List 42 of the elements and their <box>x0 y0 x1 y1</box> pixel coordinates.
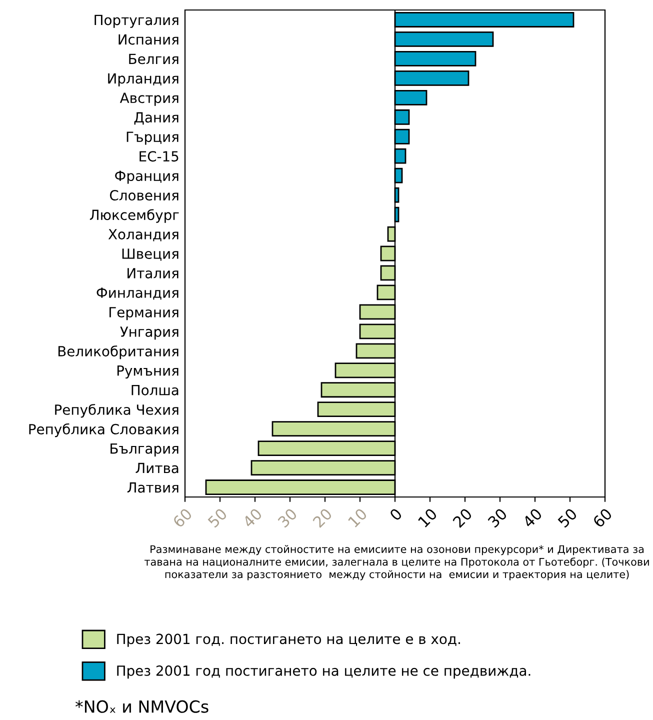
y-tick-label: Румъния <box>117 366 178 379</box>
y-tick-label: Австрия <box>120 92 178 106</box>
y-tick-label: Ирландия <box>108 73 178 86</box>
y-tick-label: Великобритания <box>58 346 178 360</box>
y-tick-label: Финландия <box>96 288 178 300</box>
y-tick-label: Швеция <box>122 248 178 261</box>
y-tick-label: България <box>110 443 178 456</box>
x-tick-label: 20 <box>312 508 333 528</box>
text: *NOₓ и NMVOCs <box>75 700 208 713</box>
y-tick-label: Полша <box>132 385 178 396</box>
y-tick-label: Гърция <box>126 132 178 145</box>
y-tick-label: Германия <box>110 307 178 320</box>
y-tick-label: Испания <box>118 34 178 45</box>
y-tick-label: Унгария <box>120 326 178 340</box>
y-tick-label: Холандия <box>108 229 178 242</box>
y-tick-label: Дания <box>134 112 178 125</box>
x-tick-label: 40 <box>242 508 263 528</box>
x-tick-label: 30 <box>487 508 508 528</box>
legend-label: През 2001 год постигането на целите не се предвижда. <box>117 665 530 679</box>
y-tick-label: Република Чехия <box>55 404 178 418</box>
x-tick-label: 20 <box>452 508 473 528</box>
x-tick-label: 60 <box>592 508 613 528</box>
x-tick-label: 40 <box>522 508 543 528</box>
y-tick-label: Люксембург <box>90 209 179 223</box>
y-tick-label: Латвия <box>127 482 178 493</box>
y-tick-label: Португалия <box>94 14 178 28</box>
y-tick-label: ЕС-15 <box>140 151 178 162</box>
y-tick-label: Италия <box>128 268 178 278</box>
y-tick-label: Франция <box>115 170 178 184</box>
x-tick-label: 0 <box>389 508 403 522</box>
x-tick-label: 60 <box>172 508 193 528</box>
x-tick-label: 50 <box>557 508 578 528</box>
x-tick-label: 30 <box>277 508 298 528</box>
x-tick-label: 50 <box>207 508 228 528</box>
y-tick-label: Литва <box>136 462 178 474</box>
legend-label: През 2001 год. постигането на целите е в ход. <box>117 634 460 647</box>
y-tick-label: Белгия <box>129 54 178 64</box>
x-tick-label: 10 <box>418 508 438 528</box>
x-tick-label: 10 <box>348 508 368 528</box>
x-axis-title: Разминаване между стойностите на емисиите на озонови прекурсори* и Директивата за тавана на националните емисии, залегнала в целите на Протокола от Гьотеборг. (Точкови показатели за разстоянието между стойности на емисии и траектория на целите) <box>144 545 649 580</box>
y-tick-label: Република Словакия <box>29 423 178 438</box>
y-tick-label: Словения <box>110 190 178 201</box>
